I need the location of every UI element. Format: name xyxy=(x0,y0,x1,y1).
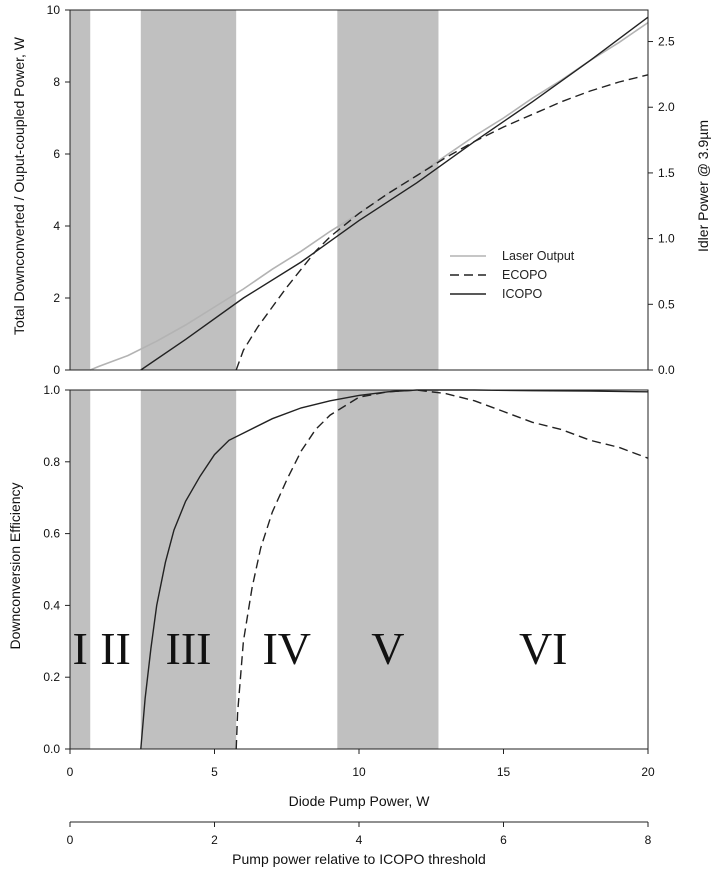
region-labels: I II III IV V VI xyxy=(72,623,567,674)
top-series-icopo xyxy=(140,16,649,371)
bottom-y-tick-label: 0.2 xyxy=(43,670,60,684)
x2-axis-label: Pump power relative to ICOPO threshold xyxy=(232,851,486,867)
region-label-III: III xyxy=(166,623,212,674)
top-y2-tick-label: 0.5 xyxy=(658,297,675,311)
region-shade-bottom-III xyxy=(140,390,237,749)
top-y2-tick-label: 1.0 xyxy=(658,232,675,246)
region-label-VI: VI xyxy=(519,623,568,674)
top-y-axis-label: Total Downconverted / Ouput-coupled Powe… xyxy=(11,36,27,335)
x-tick-label: 20 xyxy=(641,765,655,779)
top-y-tick-label: 4 xyxy=(53,219,60,233)
top-y2-tick-label: 2.5 xyxy=(658,35,675,49)
top-y-tick-label: 2 xyxy=(53,291,60,305)
x-tick-label: 10 xyxy=(352,765,366,779)
x2-tick-label: 2 xyxy=(211,833,218,847)
axes: 0 2 4 6 8 10 0.0 0.5 1.0 1.5 2.0 2.5 0.0 0.2 0.4 0.6 0.8… xyxy=(43,3,675,847)
top-y-tick-label: 0 xyxy=(53,363,60,377)
legend-label-laser-output: Laser Output xyxy=(502,249,575,263)
bottom-y-tick-label: 0.6 xyxy=(43,527,60,541)
region-shade-bottom-I xyxy=(70,390,91,749)
region-shade-top-I xyxy=(70,10,91,370)
top-y-tick-label: 6 xyxy=(53,147,60,161)
top-y2-tick-label: 0.0 xyxy=(658,363,675,377)
bottom-y-tick-label: 1.0 xyxy=(43,383,60,397)
top-panel-frame xyxy=(69,9,649,371)
top-y2-tick-label: 1.5 xyxy=(658,166,675,180)
bottom-y-axis-label: Downconversion Efficiency xyxy=(7,482,23,649)
x2-tick-label: 0 xyxy=(67,833,74,847)
region-shade-top-III xyxy=(140,10,237,370)
x2-tick-label: 8 xyxy=(645,833,652,847)
x2-tick-label: 4 xyxy=(356,833,363,847)
bottom-y-tick-label: 0.4 xyxy=(43,598,60,612)
legend-label-ecopo: ECOPO xyxy=(502,268,547,282)
bottom-series-ecopo xyxy=(235,389,649,750)
region-shading xyxy=(70,10,439,749)
top-y2-tick-label: 2.0 xyxy=(658,100,675,114)
bottom-y-tick-label: 0.0 xyxy=(43,742,60,756)
region-label-IV: IV xyxy=(262,623,311,674)
series-lines xyxy=(89,16,649,750)
region-shade-bottom-V xyxy=(337,390,439,749)
top-y-tick-label: 10 xyxy=(47,3,61,17)
x-tick-label: 15 xyxy=(497,765,511,779)
region-label-I: I xyxy=(72,623,87,674)
top-y-tick-label: 8 xyxy=(53,75,60,89)
top-y2-axis-label: Idler Power @ 3.9µm xyxy=(695,120,711,252)
region-shade-top-V xyxy=(337,10,439,370)
x-axis-label: Diode Pump Power, W xyxy=(289,793,431,809)
region-label-V: V xyxy=(371,623,404,674)
x-tick-label: 5 xyxy=(211,765,218,779)
bottom-y-tick-label: 0.8 xyxy=(43,455,60,469)
region-label-II: II xyxy=(100,623,131,674)
x-tick-label: 0 xyxy=(67,765,74,779)
x2-tick-label: 6 xyxy=(500,833,507,847)
top-series-ecopo xyxy=(235,74,649,371)
axis-titles: Total Downconverted / Ouput-coupled Powe… xyxy=(7,36,711,867)
legend: Laser Output ECOPO ICOPO xyxy=(450,249,575,301)
legend-label-icopo: ICOPO xyxy=(502,287,543,301)
